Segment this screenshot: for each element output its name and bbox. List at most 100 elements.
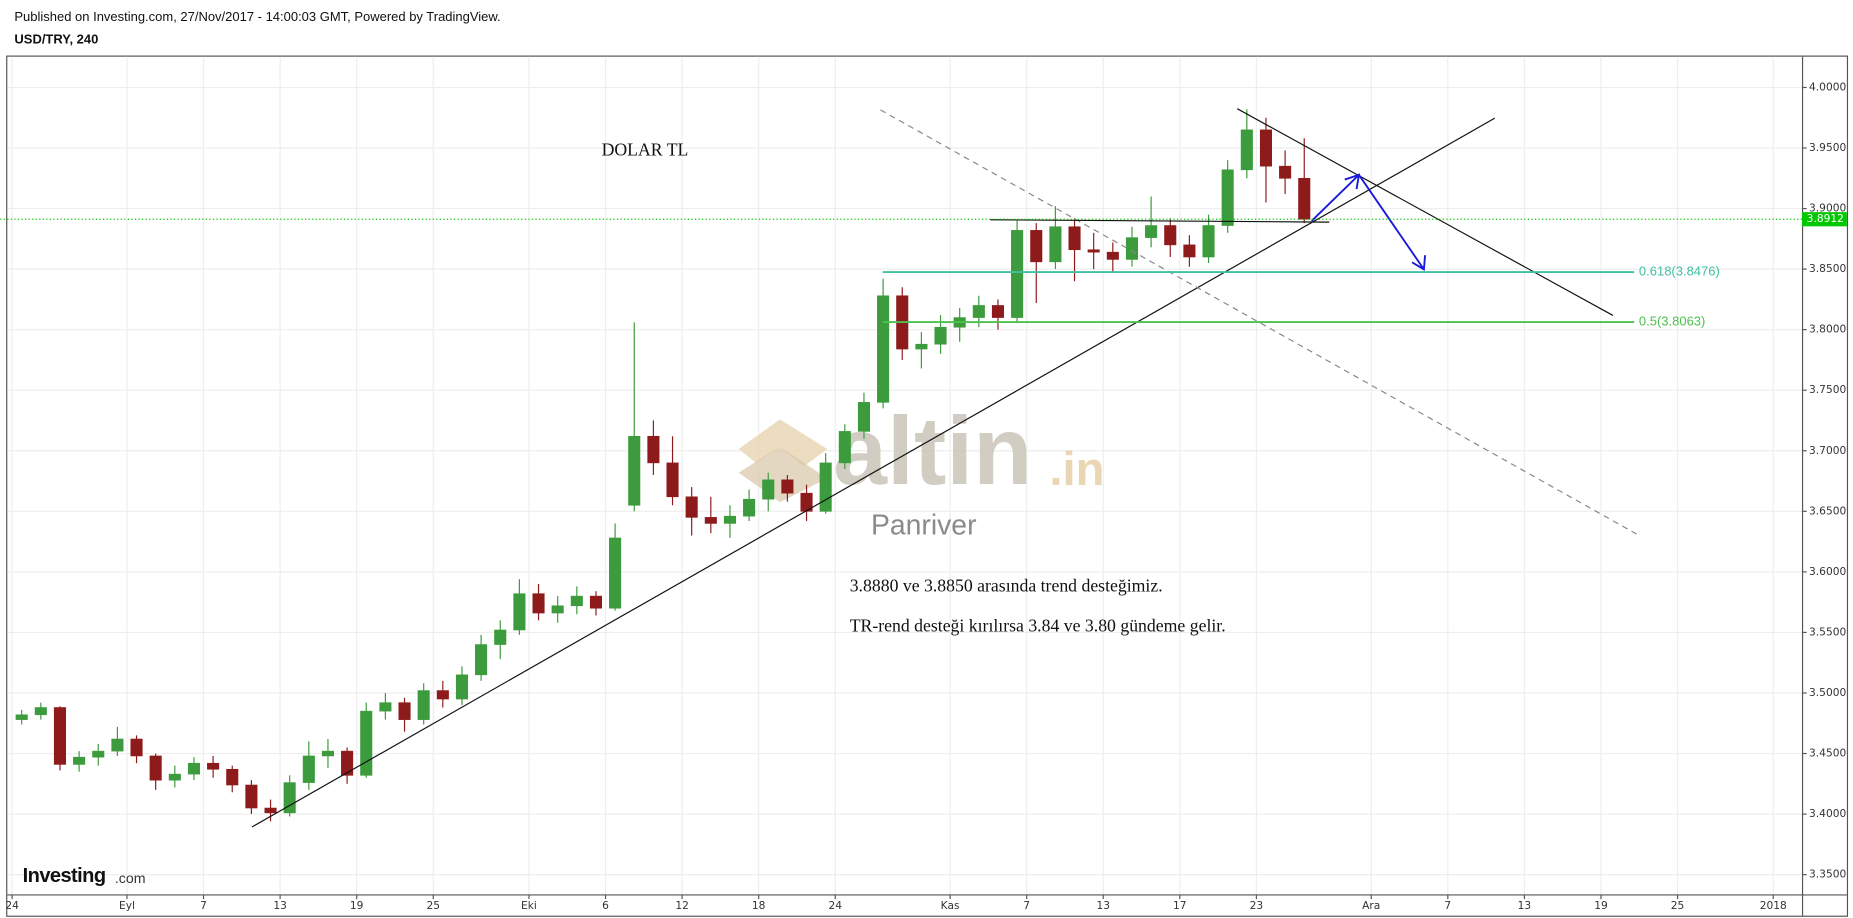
- candle-body: [245, 784, 258, 809]
- candle-body: [1011, 230, 1024, 318]
- x-tick-label: 23: [1250, 899, 1264, 912]
- y-tick-label: 3.7000: [1809, 444, 1846, 457]
- watermark-domain: .in: [1049, 443, 1104, 496]
- candle-body: [341, 750, 354, 776]
- x-tick-label: 12: [675, 899, 689, 912]
- candle-body: [628, 435, 641, 506]
- x-tick-label: 13: [1518, 899, 1532, 912]
- candle-body: [972, 305, 985, 318]
- published-note: Published on Investing.com, 27/Nov/2017 …: [14, 9, 500, 24]
- x-tick-label: 7: [1444, 899, 1451, 912]
- candle-body: [1087, 249, 1100, 253]
- candle-body: [1164, 225, 1177, 246]
- candle-body: [1145, 225, 1158, 238]
- candle-body: [149, 755, 162, 781]
- candle-body: [302, 755, 315, 783]
- x-tick-label: 24: [5, 899, 19, 912]
- logo-domain: .com: [115, 871, 146, 887]
- x-tick-label: 19: [350, 899, 364, 912]
- y-tick-label: 3.4500: [1809, 747, 1846, 760]
- x-tick-label: 13: [273, 899, 287, 912]
- annotation: 3.8880 ve 3.8850 arasında trend desteğim…: [850, 575, 1163, 595]
- candle-body: [1049, 226, 1062, 263]
- x-tick-label: 6: [602, 899, 609, 912]
- candle-body: [130, 738, 143, 757]
- candle-body: [762, 479, 775, 500]
- candle-body: [551, 605, 564, 614]
- last-price-box: [1801, 212, 1847, 227]
- candle-body: [207, 762, 220, 770]
- candle-body: [264, 807, 277, 814]
- candle-body: [609, 537, 622, 609]
- watermark-icon: [738, 446, 828, 503]
- symbol-title: USD/TRY, 240: [14, 32, 98, 47]
- candles: [15, 109, 1311, 822]
- candle-body: [1259, 129, 1273, 167]
- y-tick-label: 3.8000: [1809, 323, 1846, 336]
- investing-logo: Investing .com: [23, 865, 146, 887]
- candle-body: [475, 644, 488, 676]
- x-tick-label: 17: [1173, 899, 1187, 912]
- y-tick-label: 3.9500: [1809, 141, 1846, 154]
- candle-body: [436, 690, 449, 700]
- candle-body: [360, 710, 373, 776]
- x-tick-label: 7: [200, 899, 207, 912]
- grid: [7, 56, 1802, 895]
- candle-body: [857, 402, 871, 432]
- y-tick-label: 3.6000: [1809, 565, 1846, 578]
- trend-line: [251, 117, 1496, 828]
- x-tick-label: 7: [1023, 899, 1030, 912]
- candle-body: [34, 707, 47, 716]
- candle-body: [723, 515, 737, 524]
- candle-body: [53, 707, 66, 765]
- candle-body: [92, 750, 105, 758]
- x-tick-label: 18: [752, 899, 766, 912]
- y-tick-label: 3.5000: [1809, 686, 1846, 699]
- resistance-line: [1236, 108, 1614, 316]
- support-line: [990, 219, 1330, 223]
- candle-body: [111, 738, 124, 752]
- fib-label: 0.5(3.8063): [1639, 313, 1705, 328]
- x-tick-label: 25: [1671, 899, 1685, 912]
- x-tick-label: Kas: [941, 899, 960, 912]
- candle-body: [417, 690, 430, 720]
- x-tick-label: 2018: [1760, 899, 1787, 912]
- candle-body: [1202, 225, 1215, 258]
- chart-frame: [6, 55, 1849, 917]
- candle-body: [589, 595, 603, 609]
- y-tick-label: 4.0000: [1809, 80, 1846, 93]
- candle-body: [379, 702, 392, 712]
- candle-body: [532, 593, 545, 614]
- x-tick-label: 25: [426, 899, 440, 912]
- candle-body: [187, 762, 201, 775]
- candle-body: [647, 435, 660, 464]
- candle-body: [1030, 230, 1043, 263]
- candle-body: [73, 756, 86, 765]
- fib-label: 0.618(3.8476): [1639, 263, 1720, 278]
- candle-body: [1068, 226, 1081, 251]
- watermark-icon: [738, 419, 828, 467]
- last-price-label: 3.8912: [1807, 212, 1844, 225]
- candle-body: [1106, 251, 1119, 260]
- y-tick-label: 3.8500: [1809, 262, 1846, 275]
- candle-body: [991, 305, 1005, 318]
- watermark-author: Panriver: [871, 509, 977, 541]
- x-tick-label: 24: [828, 899, 842, 912]
- y-tick-label: 3.6500: [1809, 504, 1846, 517]
- candle-body: [321, 750, 335, 757]
- candle-body: [1125, 237, 1139, 260]
- y-tick-label: 3.4000: [1809, 807, 1846, 820]
- arrow-head: [1344, 173, 1361, 190]
- x-tick-label: Ara: [1362, 899, 1380, 912]
- candle-body: [15, 714, 28, 720]
- y-tick-label: 3.9000: [1809, 202, 1846, 215]
- annotation: DOLAR TL: [602, 139, 689, 159]
- candle-body: [226, 768, 239, 786]
- candle-body: [455, 674, 469, 700]
- candle-body: [743, 498, 756, 517]
- candle-body: [704, 517, 717, 524]
- candle-body: [513, 593, 526, 631]
- candle-body: [1183, 244, 1196, 258]
